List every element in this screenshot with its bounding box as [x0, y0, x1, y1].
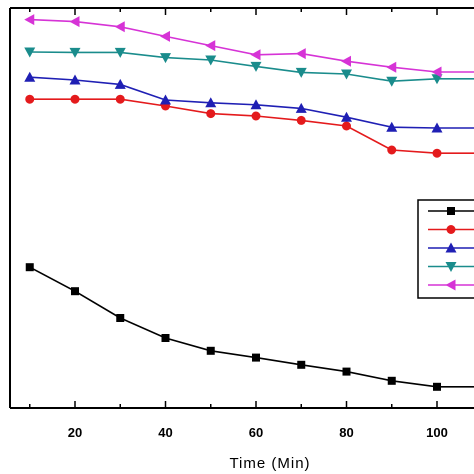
- x-tick-label: 60: [249, 425, 263, 440]
- legend-marker: [445, 262, 457, 272]
- legend-box: [417, 199, 474, 299]
- axes: 20 40 60 80 100: [9, 7, 474, 440]
- data-point: [250, 49, 261, 61]
- data-point: [386, 61, 397, 73]
- data-point: [386, 76, 398, 87]
- data-point: [69, 16, 80, 28]
- data-point: [71, 287, 79, 296]
- data-point: [387, 376, 396, 385]
- data-point: [252, 353, 260, 362]
- series-layer: [24, 14, 474, 391]
- data-point: [24, 14, 35, 26]
- x-tick-label: 100: [426, 425, 448, 440]
- series-3: [24, 71, 474, 133]
- data-point: [431, 74, 443, 85]
- data-point: [115, 94, 125, 104]
- series-line: [29, 51, 474, 83]
- series-5: [24, 14, 474, 78]
- data-point: [25, 263, 34, 272]
- data-point: [114, 78, 126, 89]
- legend: [417, 199, 474, 299]
- legend-marker: [445, 242, 457, 253]
- x-tick-label: 80: [339, 425, 353, 440]
- data-point: [432, 148, 442, 158]
- data-point: [114, 21, 125, 33]
- series-1: [25, 263, 474, 391]
- data-point: [433, 382, 441, 391]
- data-point: [69, 47, 81, 58]
- data-point: [25, 94, 35, 104]
- data-point: [295, 48, 306, 60]
- x-tick-label: 40: [158, 425, 172, 440]
- legend-marker: [447, 207, 455, 215]
- series-2: [25, 94, 474, 158]
- legend-marker: [445, 279, 456, 291]
- data-point: [295, 102, 307, 113]
- data-point: [295, 67, 307, 78]
- data-point: [205, 97, 217, 108]
- data-point: [24, 71, 36, 82]
- data-point: [206, 346, 215, 355]
- data-point: [161, 334, 170, 342]
- x-axis-title: Time (Min): [229, 455, 310, 472]
- data-point: [160, 94, 171, 105]
- series-line: [29, 266, 474, 388]
- data-point: [297, 360, 306, 369]
- data-point: [206, 109, 216, 119]
- data-point: [341, 111, 352, 122]
- data-point: [431, 66, 442, 78]
- data-point: [160, 53, 171, 64]
- data-point: [70, 94, 80, 104]
- data-point: [116, 314, 125, 322]
- data-point: [342, 367, 351, 376]
- data-point: [431, 122, 443, 133]
- data-point: [205, 55, 217, 66]
- data-point: [251, 111, 261, 121]
- data-point: [341, 69, 352, 80]
- legend-marker: [446, 225, 456, 234]
- series-line: [29, 76, 474, 129]
- data-point: [69, 74, 81, 85]
- series-4: [24, 47, 474, 87]
- data-point: [114, 47, 126, 58]
- data-point: [160, 30, 170, 42]
- data-point: [342, 121, 351, 131]
- x-tick-label: 20: [68, 425, 82, 440]
- data-point: [205, 40, 216, 52]
- data-point: [250, 99, 262, 110]
- data-point: [250, 61, 262, 72]
- data-point: [296, 115, 306, 125]
- data-point: [24, 47, 36, 58]
- data-point: [341, 55, 351, 67]
- data-point: [387, 145, 397, 155]
- data-point: [386, 121, 398, 132]
